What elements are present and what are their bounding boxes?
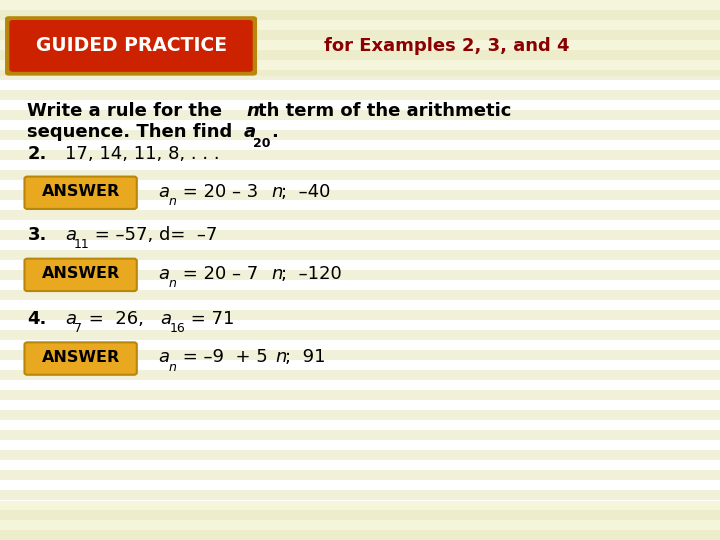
FancyBboxPatch shape [24, 177, 137, 209]
Bar [0, 150, 720, 160]
Text: a: a [158, 348, 169, 367]
Text: for Examples 2, 3, and 4: for Examples 2, 3, and 4 [324, 37, 569, 55]
Bar [0, 390, 720, 400]
Bar [0, 501, 720, 540]
Bar [0, 530, 720, 540]
Text: 7: 7 [74, 322, 82, 335]
Text: n: n [271, 183, 283, 201]
Bar [0, 30, 720, 40]
Text: ;  91: ; 91 [285, 348, 325, 367]
Text: n: n [168, 361, 176, 374]
Text: a: a [243, 123, 256, 141]
Bar [0, 410, 720, 420]
FancyBboxPatch shape [9, 20, 253, 72]
Text: a: a [160, 309, 171, 328]
Text: a: a [65, 309, 76, 328]
FancyBboxPatch shape [24, 342, 137, 375]
Text: ANSWER: ANSWER [42, 350, 120, 365]
Text: GUIDED PRACTICE: GUIDED PRACTICE [35, 36, 227, 56]
Text: = 20 – 7: = 20 – 7 [177, 265, 258, 283]
Bar [0, 250, 720, 260]
Bar [0, 370, 720, 380]
Bar [0, 210, 720, 220]
Text: Write a rule for the: Write a rule for the [27, 102, 229, 120]
Text: 16: 16 [169, 322, 185, 335]
Text: th term of the arithmetic: th term of the arithmetic [258, 102, 511, 120]
Bar [0, 430, 720, 440]
Bar [0, 510, 720, 520]
Text: a: a [65, 226, 76, 244]
Text: 11: 11 [74, 238, 90, 251]
Bar [0, 330, 720, 340]
Bar [0, 230, 720, 240]
Bar [0, 350, 720, 360]
Bar [0, 70, 720, 80]
Text: ;  –40: ; –40 [281, 183, 330, 201]
Text: n: n [168, 277, 176, 290]
Text: n: n [168, 195, 176, 208]
Bar [0, 76, 720, 502]
Text: n: n [276, 348, 287, 367]
Text: = –9  + 5: = –9 + 5 [177, 348, 268, 367]
Text: 4.: 4. [27, 309, 47, 328]
Text: 2.: 2. [27, 145, 47, 163]
Bar [0, 50, 720, 60]
Bar [0, 290, 720, 300]
Text: 17, 14, 11, 8, . . .: 17, 14, 11, 8, . . . [65, 145, 220, 163]
Text: = 71: = 71 [185, 309, 235, 328]
Bar [0, 470, 720, 480]
FancyBboxPatch shape [5, 16, 257, 76]
Text: .: . [271, 123, 278, 141]
Text: ANSWER: ANSWER [42, 184, 120, 199]
Bar [0, 10, 720, 20]
Bar [0, 450, 720, 460]
Text: a: a [158, 265, 169, 283]
FancyBboxPatch shape [24, 259, 137, 291]
Text: =  26,: = 26, [83, 309, 150, 328]
Text: = 20 – 3: = 20 – 3 [177, 183, 258, 201]
Bar [0, 490, 720, 500]
Text: n: n [271, 265, 283, 283]
Text: sequence. Then find: sequence. Then find [27, 123, 239, 141]
Text: = –57, d=  –7: = –57, d= –7 [89, 226, 217, 244]
Bar [0, 310, 720, 320]
Text: 20: 20 [253, 137, 271, 150]
Bar [0, 90, 720, 100]
Text: ;  –120: ; –120 [281, 265, 341, 283]
Text: ANSWER: ANSWER [42, 266, 120, 281]
Bar [0, 270, 720, 280]
Text: 3.: 3. [27, 226, 47, 244]
Text: a: a [158, 183, 169, 201]
Bar [0, 170, 720, 180]
Text: n: n [246, 102, 259, 120]
Bar [0, 130, 720, 140]
Bar [0, 110, 720, 120]
Bar [0, 190, 720, 200]
